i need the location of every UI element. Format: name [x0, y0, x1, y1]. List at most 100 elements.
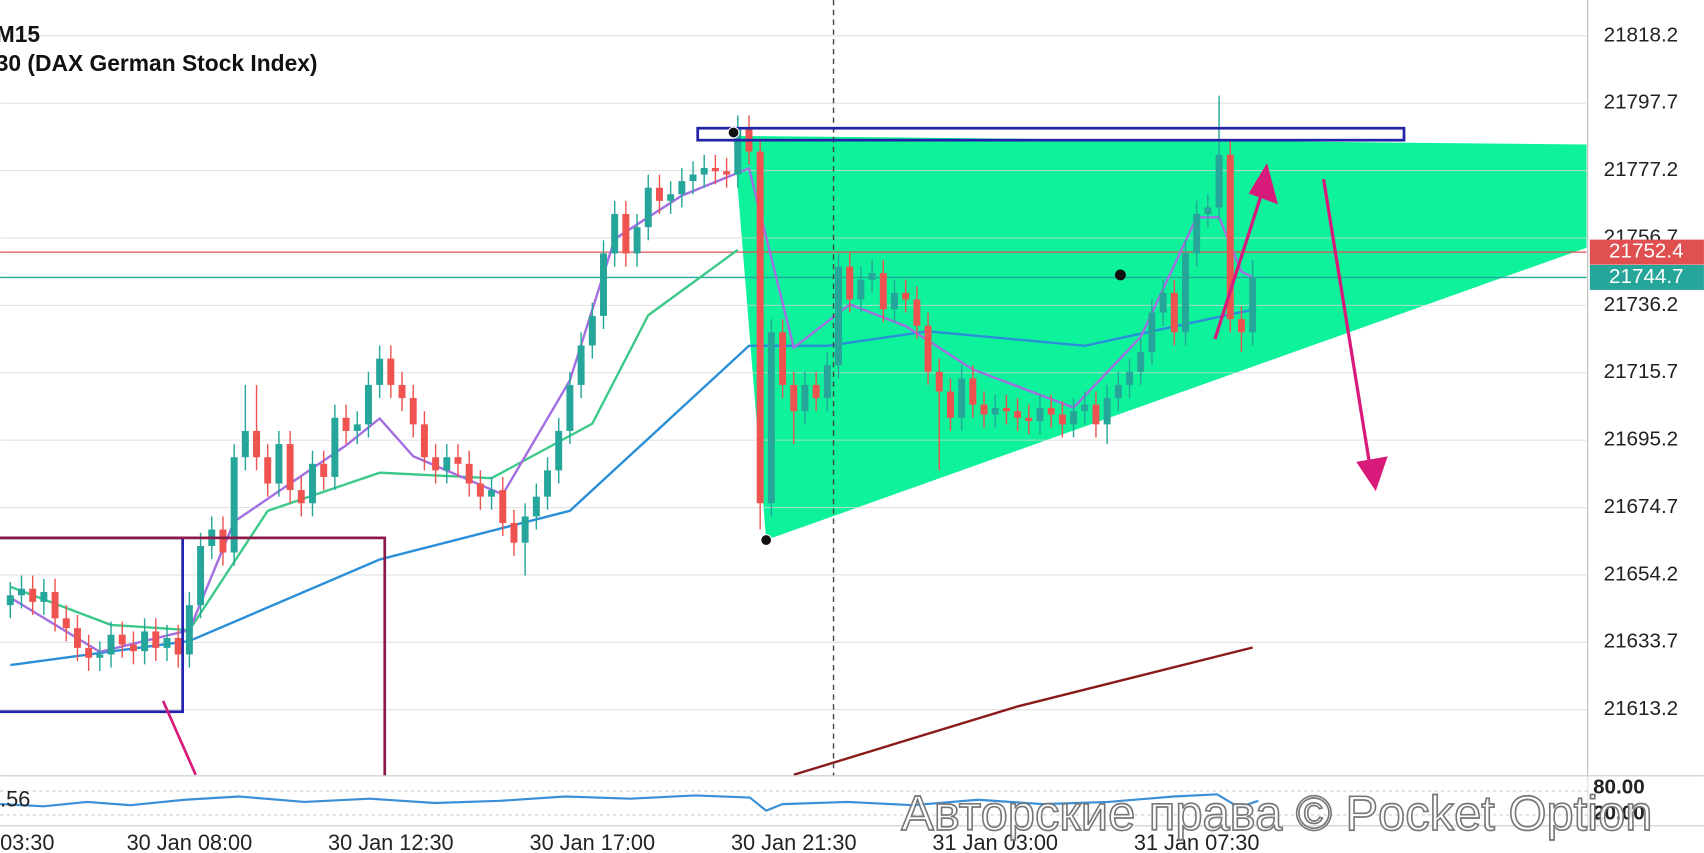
- x-tick-label: 03:30: [0, 830, 54, 853]
- candle-body: [1215, 154, 1223, 208]
- candle-body: [1159, 292, 1167, 313]
- candle-body: [633, 227, 641, 254]
- candle-body: [107, 634, 115, 655]
- y-tick-label: 21674.7: [1604, 495, 1679, 518]
- anchor-point: [727, 126, 740, 139]
- chart-subtitle: 30 (DAX German Stock Index): [0, 50, 318, 76]
- candle-body: [700, 167, 708, 175]
- candle-body: [73, 628, 81, 648]
- x-tick-label: 30 Jan 17:00: [529, 830, 655, 853]
- candle-body: [476, 483, 484, 497]
- candle-body: [555, 430, 563, 471]
- candle-body: [544, 470, 552, 497]
- candle-body: [1148, 312, 1156, 353]
- y-tick-label: 21613.2: [1604, 697, 1679, 720]
- candle-body: [689, 174, 697, 182]
- candle-body: [342, 417, 350, 431]
- candle-body: [857, 279, 865, 300]
- candle-body: [398, 384, 406, 399]
- y-tick-label: 21797.7: [1604, 91, 1679, 114]
- candle-body: [96, 654, 104, 658]
- candle-body: [1226, 154, 1234, 320]
- price-axis-bg: [1587, 0, 1704, 853]
- indicator-line: [10, 308, 1253, 667]
- candle-body: [577, 345, 585, 385]
- oscillator-line: [0, 793, 1259, 812]
- candle-body: [779, 332, 787, 385]
- candle-body: [756, 151, 764, 504]
- candle-body: [1047, 407, 1055, 415]
- x-tick-label: 30 Jan 21:30: [731, 830, 857, 853]
- x-tick-label: 30 Jan 12:30: [328, 830, 454, 853]
- price-tag: [1589, 239, 1704, 265]
- candle-body: [465, 463, 473, 484]
- candle-body: [1114, 384, 1122, 399]
- candle-body: [1014, 411, 1022, 418]
- candle-body: [174, 638, 182, 655]
- oscillator-panel: [0, 775, 1588, 826]
- candle-body: [185, 605, 193, 655]
- candle-body: [1170, 292, 1178, 333]
- trend-line: [161, 700, 197, 776]
- candle-body: [1025, 417, 1033, 422]
- candle-body: [1126, 371, 1134, 385]
- candle-body: [264, 457, 272, 484]
- candle-body: [364, 384, 372, 425]
- candle-body: [331, 417, 339, 477]
- price-tag-label: 21752.4: [1609, 240, 1684, 263]
- candle-body: [667, 194, 675, 201]
- candle-body: [600, 253, 607, 316]
- candle-body: [711, 167, 719, 172]
- oscillator-label: 80.00: [1593, 775, 1645, 798]
- candle-body: [488, 490, 496, 497]
- triangle-drawing: [733, 135, 1587, 541]
- candle-body: [1081, 404, 1089, 412]
- candle-body: [286, 444, 294, 491]
- candle-body: [454, 457, 462, 464]
- candle-body: [532, 496, 540, 517]
- candle-body: [309, 463, 316, 504]
- candle-body: [387, 358, 395, 385]
- candle-body: [835, 266, 843, 366]
- arrow-head: [1356, 456, 1388, 492]
- candle-body: [823, 365, 831, 399]
- candle-body: [29, 588, 37, 602]
- candle-body: [734, 128, 742, 175]
- candle-body: [611, 213, 619, 254]
- candle-body: [297, 490, 305, 504]
- candle-body: [499, 490, 507, 523]
- candle-body: [879, 273, 887, 310]
- candle-body: [913, 299, 921, 326]
- candle-body: [1058, 414, 1066, 425]
- candle-body: [801, 384, 809, 412]
- candle-body: [521, 516, 529, 543]
- candle-body: [1092, 404, 1100, 425]
- candle-body: [1137, 352, 1145, 372]
- candle-body: [197, 545, 205, 606]
- candle-body: [18, 588, 25, 596]
- oscillator-value: .56: [0, 787, 30, 812]
- x-tick-label: 31 Jan 03:00: [932, 830, 1058, 853]
- candle-body: [253, 430, 261, 458]
- candle-body: [980, 404, 988, 415]
- candle-body: [129, 644, 137, 652]
- price-tag-label: 21744.7: [1609, 265, 1684, 288]
- oscillator-label: 20.00: [1593, 801, 1645, 824]
- candle-body: [141, 631, 149, 652]
- candle-body: [409, 398, 417, 425]
- candle-body: [902, 292, 910, 300]
- candle-body: [891, 292, 898, 310]
- candle-body: [588, 315, 596, 346]
- y-tick-label: 21633.7: [1604, 630, 1679, 653]
- candle-body: [432, 457, 440, 471]
- candle-body: [723, 171, 731, 175]
- candle-body: [219, 529, 227, 553]
- candle-layer: [6, 95, 1257, 671]
- x-tick-label: 31 Jan 07:30: [1134, 830, 1260, 853]
- candle-body: [353, 424, 361, 431]
- candle-body: [935, 371, 943, 392]
- indicator-line: [793, 646, 1253, 776]
- candle-body: [163, 638, 171, 648]
- candle-body: [1249, 277, 1257, 333]
